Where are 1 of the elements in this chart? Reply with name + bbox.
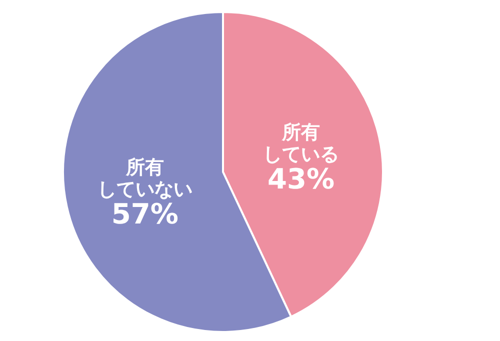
slice-label: 所有していない <box>97 156 192 200</box>
